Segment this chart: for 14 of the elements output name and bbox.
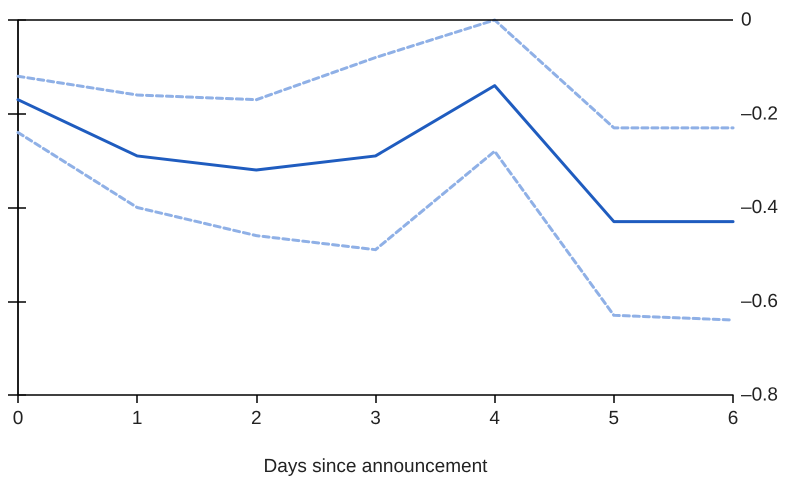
x-tick-label: 0 bbox=[12, 408, 24, 429]
x-tick-label: 5 bbox=[608, 408, 620, 429]
x-tick-label: 4 bbox=[489, 408, 500, 429]
y-tick-label: –0.2 bbox=[741, 103, 778, 124]
line-series bbox=[16, 84, 734, 224]
x-tick-label: 2 bbox=[251, 408, 262, 429]
y-tick-label: –0.4 bbox=[741, 197, 778, 218]
x-tick-label: 6 bbox=[728, 408, 738, 429]
y-tick-label: –0.8 bbox=[741, 384, 778, 406]
y-tick-label: –0.6 bbox=[741, 290, 778, 312]
y-tick-label: 0 bbox=[741, 10, 752, 30]
x-axis-title: Days since announcement bbox=[264, 456, 488, 477]
x-tick-label: 1 bbox=[132, 408, 142, 429]
x-tick-label: 3 bbox=[370, 408, 381, 429]
